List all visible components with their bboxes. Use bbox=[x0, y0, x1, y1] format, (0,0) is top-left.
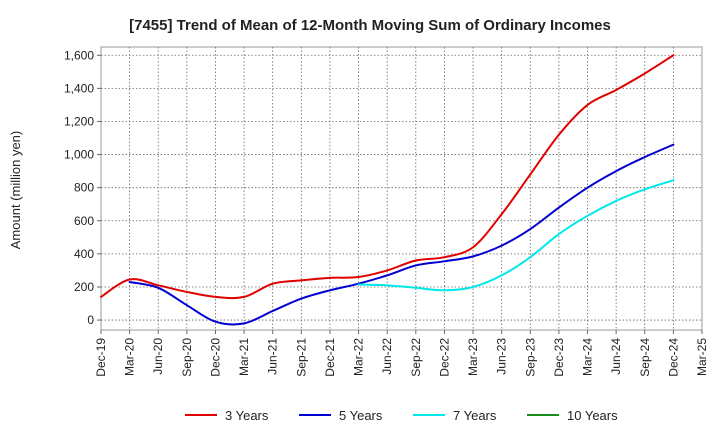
legend: 3 Years 5 Years 7 Years 10 Years bbox=[185, 408, 618, 423]
x-tick-label: Dec-21 bbox=[323, 338, 337, 377]
y-tick-label: 1,600 bbox=[64, 48, 94, 62]
series-line-7-years bbox=[357, 179, 675, 292]
x-tick-label: Jun-21 bbox=[266, 338, 280, 375]
x-tick-label: Dec-19 bbox=[94, 338, 108, 377]
chart-title: [7455] Trend of Mean of 12-Month Moving … bbox=[129, 17, 611, 34]
y-tick-label: 0 bbox=[87, 313, 94, 327]
y-tick-label: 1,400 bbox=[64, 81, 94, 95]
y-tick-label: 1,200 bbox=[64, 114, 94, 128]
series-line-5-years bbox=[128, 143, 675, 326]
y-axis-label: Amount (million yen) bbox=[8, 131, 23, 250]
x-tick-label: Sep-23 bbox=[523, 338, 537, 377]
x-tick-label: Jun-23 bbox=[495, 338, 509, 375]
y-tick-label: 400 bbox=[74, 247, 94, 261]
legend-label-5-years: 5 Years bbox=[339, 408, 383, 423]
x-tick-label: Mar-22 bbox=[352, 338, 366, 376]
y-tick-label: 200 bbox=[74, 280, 94, 294]
x-tick-label: Sep-21 bbox=[294, 338, 308, 377]
x-tick-label: Mar-25 bbox=[695, 338, 709, 376]
x-tick-label: Sep-22 bbox=[409, 338, 423, 377]
legend-label-10-years: 10 Years bbox=[567, 408, 618, 423]
x-tick-label: Jun-20 bbox=[151, 338, 165, 375]
legend-label-3-years: 3 Years bbox=[225, 408, 269, 423]
x-tick-label: Dec-22 bbox=[437, 338, 451, 377]
y-tick-label: 800 bbox=[74, 181, 94, 195]
y-tick-label: 600 bbox=[74, 214, 94, 228]
x-tick-label: Sep-20 bbox=[180, 338, 194, 377]
x-tick-label: Dec-23 bbox=[552, 338, 566, 377]
x-tick-label: Mar-20 bbox=[123, 338, 137, 376]
x-tick-label: Mar-23 bbox=[466, 338, 480, 376]
series-line-3-years bbox=[100, 54, 675, 300]
x-tick-label: Jun-22 bbox=[380, 338, 394, 375]
x-tick-label: Mar-21 bbox=[237, 338, 251, 376]
x-tick-label: Jun-24 bbox=[609, 338, 623, 375]
plot-area: Dec-19 Mar-20 Jun-20 Sep-20 Dec-20 Mar-21 Jun-… bbox=[64, 46, 709, 377]
x-tick-label: Dec-20 bbox=[208, 338, 222, 377]
x-tick-label: Mar-24 bbox=[581, 338, 595, 376]
x-tick-label: Sep-24 bbox=[638, 338, 652, 377]
y-tick-label: 1,000 bbox=[64, 148, 94, 162]
plot-frame bbox=[100, 46, 703, 331]
x-tick-label: Dec-24 bbox=[666, 338, 680, 377]
legend-label-7-years: 7 Years bbox=[453, 408, 497, 423]
